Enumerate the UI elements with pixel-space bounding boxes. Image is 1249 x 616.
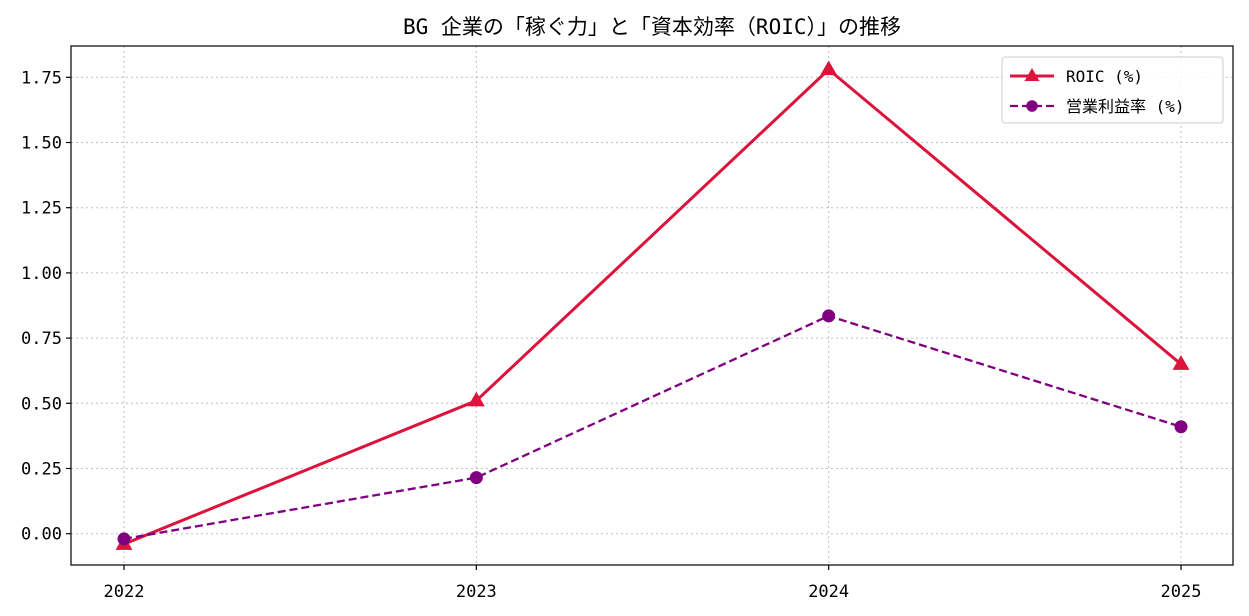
data-point [467, 391, 485, 407]
chart-title: BG 企業の「稼ぐ力」と「資本効率（ROIC）」の推移 [403, 15, 901, 39]
y-axis: 0.00 0.25 0.50 0.75 1.00 1.25 1.50 1.75 [21, 68, 71, 545]
x-tick-label: 2025 [1161, 582, 1202, 602]
series-line [123, 67, 1182, 546]
data-point [117, 532, 131, 546]
data-point [820, 60, 838, 76]
legend-label: ROIC (%) [1066, 67, 1143, 86]
x-tick-label: 2023 [456, 582, 497, 602]
y-tick-label: 0.75 [21, 329, 62, 349]
y-tick-label: 0.25 [21, 460, 62, 480]
data-point [822, 309, 836, 323]
plot-area-frame [70, 45, 1234, 566]
y-tick-label: 0.50 [21, 394, 62, 414]
series-layer [115, 60, 1190, 550]
legend-label: 営業利益率 (%) [1066, 97, 1185, 116]
series-0 [115, 60, 1190, 550]
y-tick-label: 1.00 [21, 264, 62, 284]
legend-marker [1024, 67, 1040, 82]
grid [71, 46, 1233, 565]
data-point [1172, 355, 1190, 370]
x-tick-label: 2022 [104, 582, 145, 602]
x-axis: 2022 2023 2024 2025 [104, 565, 1202, 602]
series-line [123, 314, 1182, 541]
y-tick-label: 1.50 [21, 133, 62, 153]
y-tick-label: 0.00 [21, 525, 62, 545]
data-point [1174, 420, 1188, 434]
legend-box [1001, 56, 1224, 124]
y-tick-label: 1.25 [21, 199, 62, 219]
legend-marker [1026, 100, 1038, 112]
x-tick-label: 2024 [808, 582, 849, 602]
series-1 [117, 309, 1188, 546]
y-tick-label: 1.75 [21, 68, 62, 88]
data-point [469, 471, 483, 485]
legend: ROIC (%) 営業利益率 (%) [1001, 56, 1224, 124]
